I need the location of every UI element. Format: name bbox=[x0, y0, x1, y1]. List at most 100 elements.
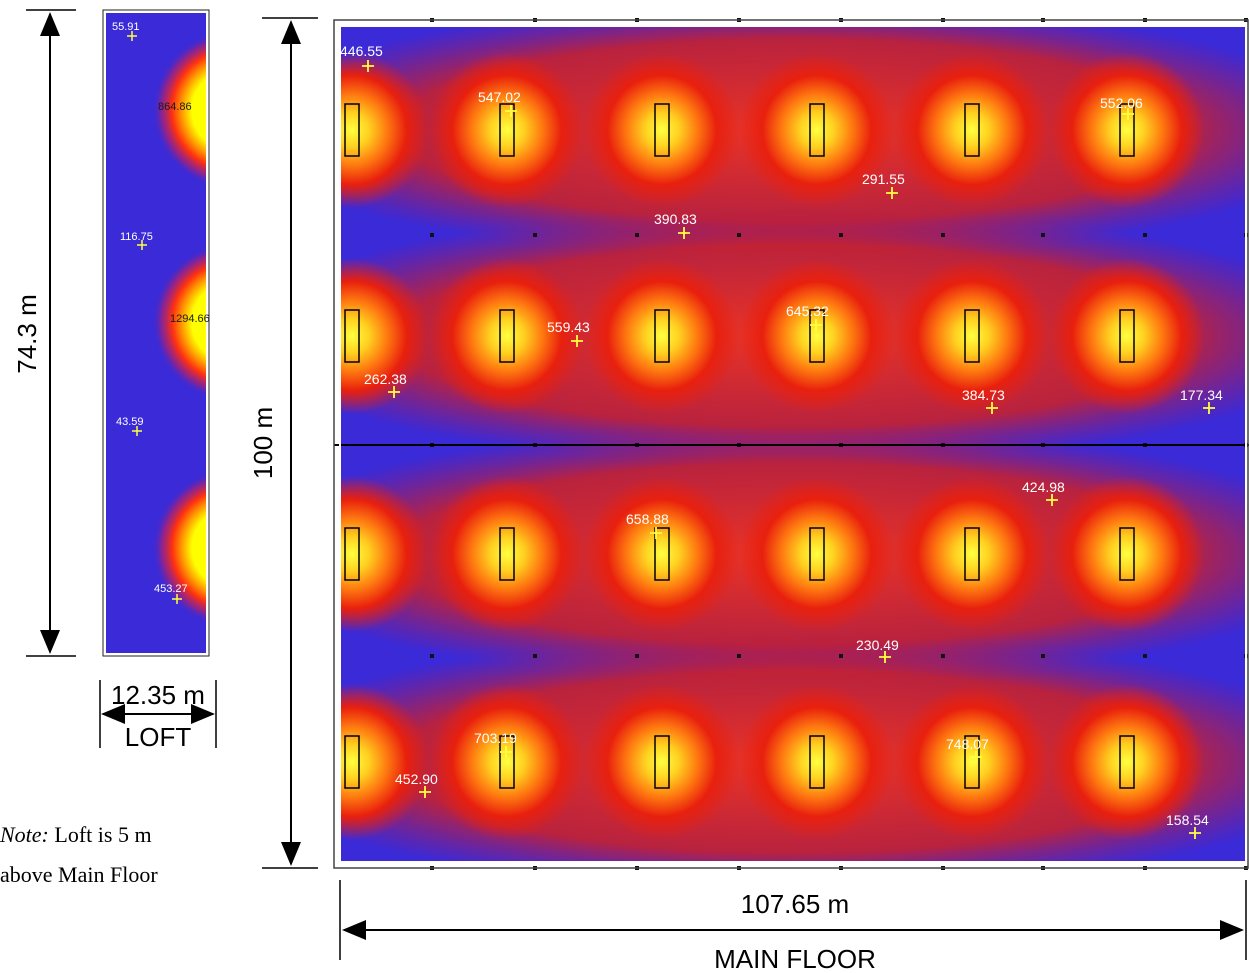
column-marker bbox=[1143, 654, 1147, 658]
heat-spot bbox=[429, 52, 585, 208]
illuminance-value: 424.98 bbox=[1022, 479, 1065, 495]
main-width-label: 107.65 m bbox=[741, 889, 849, 919]
measurement-marker bbox=[678, 227, 690, 239]
svg-text:864.86: 864.86 bbox=[158, 101, 192, 113]
loft-name: LOFT bbox=[125, 722, 192, 752]
heat-spot bbox=[340, 476, 430, 632]
heat-spot bbox=[1049, 52, 1205, 208]
main-point-10: 177.34 bbox=[1180, 387, 1223, 414]
loft-point-2: 864.86 bbox=[158, 101, 192, 113]
main-point-16: 452.90 bbox=[395, 771, 438, 798]
main-point-9: 384.73 bbox=[962, 387, 1005, 414]
light-fixture bbox=[654, 735, 670, 789]
illuminance-value: 452.90 bbox=[395, 771, 438, 787]
measurement-marker bbox=[500, 746, 512, 758]
light-fixture bbox=[964, 527, 980, 581]
main-point-3: 552.06 bbox=[1100, 95, 1143, 120]
loft-width-dimension: 12.35 m LOFT bbox=[99, 680, 217, 752]
heat-spot bbox=[739, 52, 895, 208]
main-point-11: 424.98 bbox=[1022, 479, 1065, 506]
measurement-marker bbox=[650, 527, 662, 539]
light-fixture bbox=[809, 103, 825, 157]
loft-point-4: 1294.66 bbox=[170, 313, 210, 325]
illuminance-value: 547.02 bbox=[478, 89, 521, 105]
main-width-dimension: 107.65 m MAIN FLOOR bbox=[339, 880, 1247, 973]
heat-spot bbox=[584, 52, 740, 208]
heat-spot bbox=[894, 476, 1050, 632]
column-marker bbox=[737, 233, 741, 237]
svg-text:above Main Floor: above Main Floor bbox=[0, 862, 158, 887]
measurement-marker bbox=[362, 60, 374, 72]
column-marker bbox=[941, 654, 945, 658]
svg-text:Note: Loft is 5 m: Note: Loft is 5 m bbox=[0, 822, 152, 847]
light-fixture bbox=[499, 527, 515, 581]
light-fixture bbox=[654, 309, 670, 363]
heat-spot bbox=[340, 684, 430, 840]
light-fixture bbox=[809, 735, 825, 789]
main-point-8: 262.38 bbox=[364, 371, 407, 398]
main-point-17: 158.54 bbox=[1166, 812, 1209, 839]
heat-spot bbox=[340, 258, 430, 414]
svg-text:55.91: 55.91 bbox=[112, 21, 140, 33]
measurement-marker bbox=[1046, 494, 1058, 506]
column-marker bbox=[941, 233, 945, 237]
heat-spot bbox=[894, 258, 1050, 414]
illuminance-value: 384.73 bbox=[962, 387, 1005, 403]
light-fixture bbox=[1119, 735, 1135, 789]
measurement-marker bbox=[970, 751, 982, 763]
main-height-label: 100 m bbox=[248, 407, 278, 479]
light-fixture bbox=[809, 309, 825, 363]
column-marker bbox=[1143, 233, 1147, 237]
main-point-1: 446.55 bbox=[340, 43, 383, 72]
main-name: MAIN FLOOR bbox=[714, 944, 876, 973]
light-fixture bbox=[1119, 309, 1135, 363]
main-point-6: 559.43 bbox=[547, 319, 590, 347]
heat-spot bbox=[894, 52, 1050, 208]
main-point-5: 390.83 bbox=[654, 211, 697, 239]
measurement-marker bbox=[879, 651, 891, 663]
illuminance-value: 559.43 bbox=[547, 319, 590, 335]
light-fixture bbox=[344, 309, 360, 363]
column-marker bbox=[635, 654, 639, 658]
measurement-marker bbox=[1203, 402, 1215, 414]
measurement-marker bbox=[810, 319, 822, 331]
illuminance-value: 645.32 bbox=[786, 303, 829, 319]
main-point-14: 703.19 bbox=[474, 730, 517, 758]
illuminance-value: 390.83 bbox=[654, 211, 697, 227]
heat-spot bbox=[1049, 684, 1205, 840]
heat-spot bbox=[1049, 476, 1205, 632]
column-marker bbox=[1041, 233, 1045, 237]
illuminance-value: 658.88 bbox=[626, 511, 669, 527]
loft-height-label: 74.3 m bbox=[12, 294, 42, 374]
loft-point-5: 43.59 bbox=[116, 416, 144, 436]
loft-point-3: 116.75 bbox=[120, 231, 153, 250]
illuminance-value: 552.06 bbox=[1100, 95, 1143, 111]
main-point-2: 547.02 bbox=[478, 89, 521, 117]
svg-text:116.75: 116.75 bbox=[120, 231, 153, 243]
illuminance-value: 230.49 bbox=[856, 637, 899, 653]
heat-spot bbox=[739, 476, 895, 632]
light-fixture bbox=[1119, 103, 1135, 157]
light-fixture bbox=[654, 103, 670, 157]
heat-spot bbox=[584, 476, 740, 632]
light-fixture bbox=[499, 735, 515, 789]
illuminance-value: 177.34 bbox=[1180, 387, 1223, 403]
heat-spot bbox=[1049, 258, 1205, 414]
svg-text:453.27: 453.27 bbox=[154, 583, 188, 595]
column-marker bbox=[533, 654, 537, 658]
main-point-7: 645.32 bbox=[786, 303, 829, 331]
light-fixture bbox=[964, 103, 980, 157]
light-fixture bbox=[344, 735, 360, 789]
heat-spot bbox=[340, 52, 430, 208]
column-marker bbox=[533, 233, 537, 237]
main-point-12: 658.88 bbox=[626, 511, 669, 539]
heat-spot bbox=[739, 258, 895, 414]
main-point-4: 291.55 bbox=[862, 171, 905, 199]
column-marker bbox=[737, 654, 741, 658]
heat-spot bbox=[739, 684, 895, 840]
heat-spot bbox=[429, 258, 585, 414]
main-point-15: 748.07 bbox=[946, 736, 989, 763]
light-fixture bbox=[499, 103, 515, 157]
light-fixture bbox=[344, 103, 360, 157]
light-fixture bbox=[654, 527, 670, 581]
